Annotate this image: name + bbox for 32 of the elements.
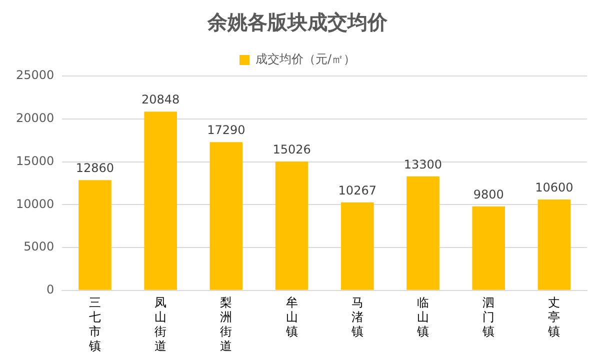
x-tick-label: 丈亭镇 [547,296,560,339]
y-tick-label: 15000 [16,154,54,168]
x-tick-label: 临山镇 [416,296,429,339]
y-tick-label: 0 [46,282,54,297]
x-tick-label: 梨洲街道 [220,296,232,353]
data-label: 17290 [207,123,246,138]
bar [144,112,177,290]
x-tick-label: 凤山街道 [154,296,167,353]
bar [275,162,308,290]
data-label: 13300 [404,157,442,172]
y-tick-label: 10000 [16,196,54,211]
y-tick-label: 20000 [16,111,54,126]
data-label: 15026 [272,142,311,157]
x-tick-label: 三七市镇 [88,296,101,353]
data-label: 10267 [338,183,376,198]
bar [538,199,571,290]
data-label: 9800 [473,187,504,202]
data-label: 12860 [76,161,114,176]
x-tick-label: 泗门镇 [482,296,495,339]
y-tick-label: 5000 [24,240,54,254]
data-label: 20848 [141,92,180,107]
y-tick-label: 25000 [16,68,54,82]
bar [78,180,112,290]
bar [340,202,374,290]
chart-title: 余姚各版块成交均价 [206,10,388,34]
legend-label: 成交均价（元/㎡） [255,52,356,66]
x-tick-label: 牟山镇 [284,296,298,339]
bar [210,142,243,290]
data-label: 10600 [535,180,574,195]
x-tick-label: 马渚镇 [350,296,364,339]
bar [406,176,440,290]
bar [472,206,505,290]
